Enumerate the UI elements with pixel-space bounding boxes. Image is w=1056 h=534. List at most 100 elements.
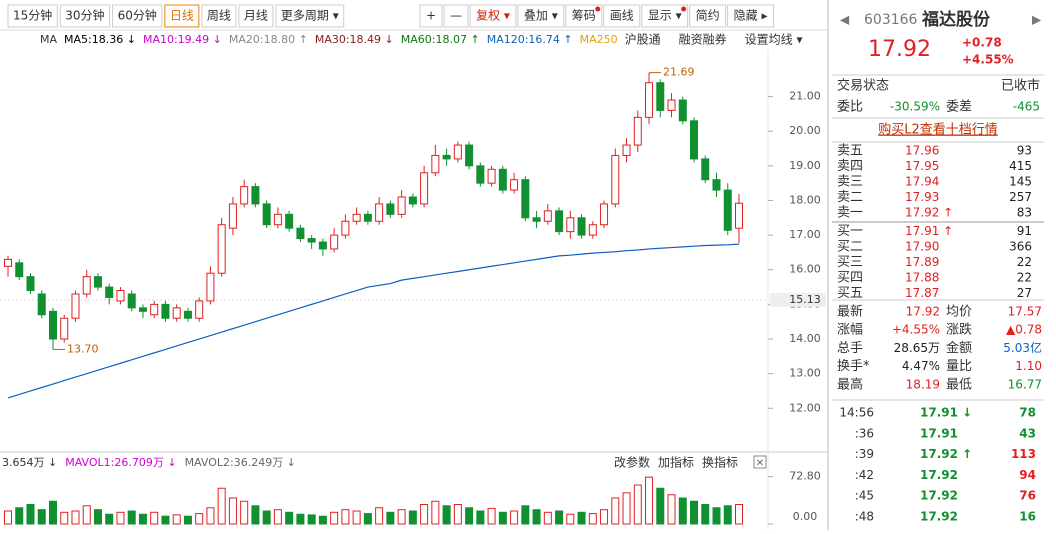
vol-legend: 3.654万 ↓	[2, 456, 57, 469]
period-frame[interactable]	[275, 4, 345, 28]
indicator-button[interactable]: 加指标	[658, 455, 694, 470]
indicator-button[interactable]: 换指标	[702, 455, 738, 470]
tool-frame[interactable]	[603, 4, 641, 28]
tool-button[interactable]: +	[426, 9, 436, 23]
volume-bar	[723, 505, 732, 525]
volume-bar	[273, 509, 282, 525]
candle-body	[656, 82, 665, 111]
volume-bar	[431, 500, 440, 525]
tool-frame[interactable]	[443, 4, 469, 28]
stat-label: 最新	[837, 304, 863, 320]
stat-value: 5.03亿	[1003, 340, 1042, 355]
close-indicator[interactable]	[753, 455, 767, 469]
period-button[interactable]: 周线	[207, 9, 231, 23]
volume-bar	[701, 504, 710, 525]
volume-bar	[183, 515, 192, 525]
candle-body	[622, 144, 631, 156]
candle-body	[296, 227, 305, 240]
candle-body	[723, 189, 732, 231]
candle-body	[442, 154, 451, 160]
tool-frame[interactable]	[419, 4, 443, 28]
ma-legend: MA120:16.74 ↑	[487, 33, 573, 46]
ma-link[interactable]: 沪股通	[625, 33, 661, 47]
volume-bar	[150, 511, 159, 525]
period-frame[interactable]	[59, 4, 111, 28]
tick-volume: 113	[1011, 447, 1036, 461]
tool-frame[interactable]	[689, 4, 727, 28]
indicator-button[interactable]: 改参数	[614, 455, 650, 470]
volume-bar	[318, 515, 327, 525]
period-button[interactable]: 60分钟	[118, 8, 157, 23]
tool-button[interactable]: 画线	[610, 9, 634, 23]
period-frame[interactable]	[7, 4, 58, 28]
volume-bar	[498, 511, 507, 525]
period-button[interactable]: 日线	[170, 9, 194, 23]
tool-frame[interactable]	[469, 4, 517, 28]
tool-button[interactable]: 复权 ▾	[476, 9, 510, 23]
book-volume: 91	[1017, 224, 1032, 238]
volume-bar	[656, 487, 665, 525]
volume-bar	[37, 509, 46, 525]
tool-button[interactable]: 显示 ▾	[648, 9, 682, 23]
vol-legend: MAVOL1:26.709万 ↓	[65, 456, 176, 469]
period-button[interactable]: 更多周期 ▾	[281, 9, 339, 23]
ma-link[interactable]: 融资融券	[679, 32, 727, 47]
candle-body	[397, 196, 406, 215]
volume-bar	[678, 497, 687, 525]
book-label: 卖一	[837, 206, 863, 221]
period-frame[interactable]	[201, 4, 237, 28]
tick-time: :48	[855, 510, 874, 524]
candle-body	[577, 217, 586, 236]
cursor-label: 15.13	[789, 293, 821, 306]
period-frame[interactable]	[112, 4, 163, 28]
period-button[interactable]: 月线	[244, 9, 268, 23]
period-frame[interactable]	[164, 4, 200, 28]
prev-stock[interactable]: ◀	[840, 13, 850, 27]
period-button[interactable]: 15分钟	[13, 8, 52, 23]
tool-frame[interactable]	[565, 4, 603, 28]
book-price: 17.91 ↑	[905, 224, 953, 238]
tool-button[interactable]: 简约	[696, 8, 720, 23]
candle-body	[105, 286, 114, 298]
volume-bar	[26, 504, 35, 525]
stat-label: 涨幅	[837, 323, 863, 338]
volume-bar	[397, 509, 406, 525]
volume-bar	[611, 497, 620, 525]
volume-bar	[262, 510, 271, 525]
volume-bar	[667, 494, 676, 525]
candle-body	[48, 310, 57, 340]
volume-bar	[105, 513, 114, 525]
y-tick-label: 16.00	[789, 263, 821, 276]
close-icon[interactable]: ✕	[756, 458, 764, 469]
next-stock[interactable]: ▶	[1032, 13, 1042, 27]
tool-frame[interactable]	[641, 4, 689, 28]
volume-bar	[172, 514, 181, 525]
tool-frame[interactable]	[727, 4, 774, 28]
l2-link[interactable]: 购买L2查看十档行情	[878, 122, 998, 138]
volume-bar	[116, 511, 125, 525]
ma-link[interactable]: 设置均线 ▾	[745, 33, 803, 47]
volume-bar	[543, 511, 552, 525]
candle-body	[116, 290, 125, 302]
stat-label: 最低	[946, 377, 972, 392]
tick-price: 17.92 ↑	[920, 447, 972, 461]
book-label: 卖四	[837, 159, 863, 174]
status: 已收市	[1001, 78, 1040, 94]
volume-bar	[487, 507, 496, 525]
candle-body	[633, 116, 642, 146]
book-volume: 257	[1009, 190, 1032, 204]
volume-bar	[555, 510, 564, 525]
candle-body	[476, 165, 485, 184]
book-price: 17.90	[905, 240, 939, 254]
period-frame[interactable]	[238, 4, 274, 28]
tool-button[interactable]: —	[450, 9, 462, 23]
volume-bar	[217, 487, 226, 525]
tick-volume: 16	[1019, 510, 1036, 524]
period-button[interactable]: 30分钟	[65, 8, 104, 23]
candle-body	[690, 120, 699, 160]
tool-button[interactable]: 叠加 ▾	[524, 9, 558, 23]
tool-frame[interactable]	[517, 4, 565, 28]
tool-button[interactable]: 隐藏 ▸	[734, 9, 768, 23]
tool-button[interactable]: 筹码	[572, 9, 596, 23]
